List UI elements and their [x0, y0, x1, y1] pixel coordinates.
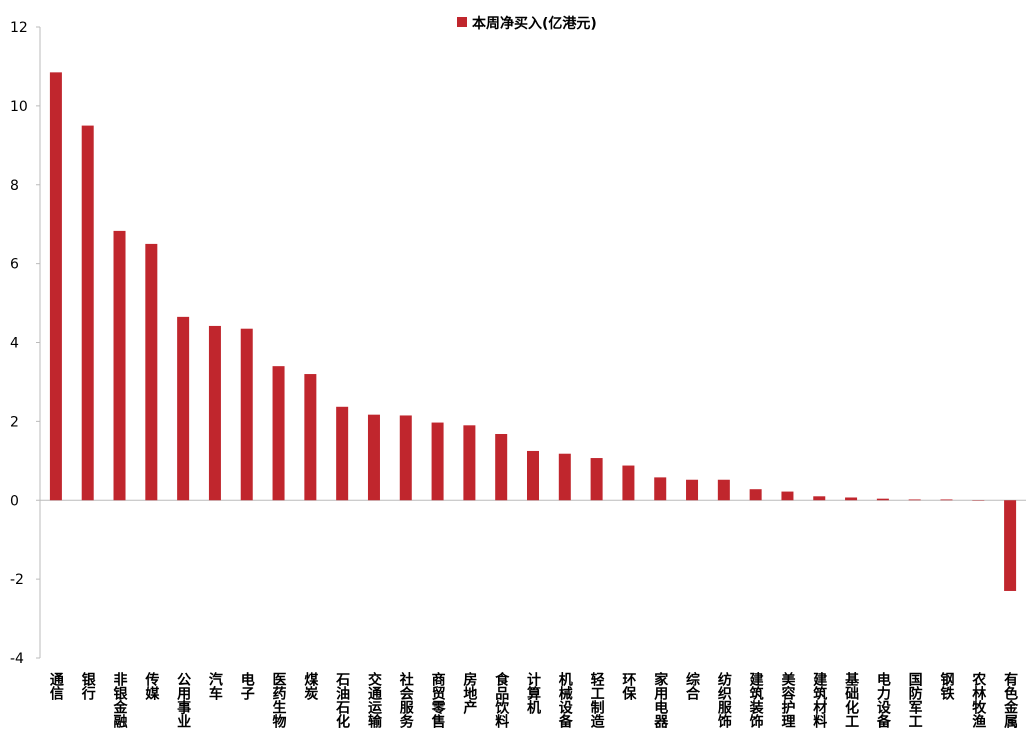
x-tick-label: 煤炭	[302, 671, 318, 701]
x-tick-label: 纺织服饰	[716, 671, 732, 729]
x-tick-label: 医药生物	[271, 672, 287, 729]
legend-label: 本周净买入(亿港元)	[472, 15, 597, 32]
x-tick-label: 公用事业	[175, 672, 191, 728]
y-tick-label: 4	[10, 336, 19, 352]
x-tick-label: 通信	[48, 672, 64, 701]
bar	[781, 491, 794, 501]
bar	[399, 415, 412, 501]
x-tick-label: 社会服务	[398, 671, 415, 729]
x-tick-label: 电子	[239, 671, 255, 701]
y-tick-label: 2	[10, 414, 19, 430]
x-tick-label: 房地产	[461, 671, 477, 715]
bar	[431, 422, 444, 501]
bar	[367, 414, 380, 501]
x-tick-label: 非银金融	[112, 671, 129, 729]
x-tick-label: 国防军工	[907, 672, 923, 728]
bar	[240, 328, 253, 501]
bar	[686, 479, 699, 501]
x-tick-label: 钢铁	[938, 671, 954, 701]
bar	[495, 433, 508, 501]
bar	[717, 479, 730, 501]
bar	[813, 496, 826, 501]
x-tick-label: 计算机	[525, 671, 541, 715]
x-tick-label: 汽车	[207, 671, 223, 701]
x-tick-label: 农林牧渔	[970, 671, 987, 729]
y-tick-label: 0	[10, 493, 19, 509]
x-tick-label: 商贸零售	[430, 671, 447, 729]
x-tick-label: 食品饮料	[493, 671, 510, 729]
y-tick-label: 8	[10, 178, 19, 194]
bar	[208, 325, 221, 501]
bar	[654, 477, 667, 501]
x-tick-label: 机械设备	[557, 671, 574, 728]
bar	[876, 498, 889, 501]
x-tick-label: 基础化工	[843, 671, 859, 728]
x-tick-label: 环保	[620, 672, 637, 701]
x-tick-label: 综合	[684, 671, 700, 701]
bar	[845, 497, 858, 501]
x-tick-label: 石油石化	[334, 672, 351, 729]
y-tick-label: 6	[10, 257, 19, 273]
x-tick-label: 银行	[80, 671, 97, 701]
bar	[590, 458, 603, 501]
y-tick-label: -2	[10, 572, 24, 588]
bar	[527, 450, 539, 501]
bar	[940, 499, 953, 501]
bar	[145, 243, 158, 501]
bar	[113, 230, 126, 501]
bar	[463, 425, 476, 501]
x-tick-label: 建筑装饰	[748, 671, 765, 729]
bar	[177, 316, 190, 501]
bar	[908, 499, 921, 501]
bar	[749, 489, 762, 501]
x-tick-label: 家用电器	[652, 671, 669, 729]
bar	[622, 465, 635, 501]
legend-swatch	[457, 17, 467, 27]
bar	[336, 406, 349, 501]
bar	[81, 125, 94, 501]
bar	[558, 453, 571, 501]
x-tick-label: 轻工制造	[589, 671, 605, 729]
y-tick-label: -4	[10, 651, 24, 667]
y-tick-label: 10	[10, 99, 28, 115]
x-tick-label: 电力设备	[875, 671, 892, 728]
bar	[304, 374, 317, 501]
x-tick-label: 美容护理	[779, 671, 796, 728]
y-tick-label: 12	[10, 20, 28, 36]
x-tick-label: 有色金属	[1002, 671, 1019, 729]
bar	[1004, 500, 1017, 591]
x-tick-label: 建筑材料	[811, 671, 827, 729]
x-tick-label: 传媒	[143, 671, 160, 701]
bar	[49, 72, 62, 501]
bar	[272, 366, 285, 501]
x-tick-label: 交通运输	[366, 671, 382, 729]
